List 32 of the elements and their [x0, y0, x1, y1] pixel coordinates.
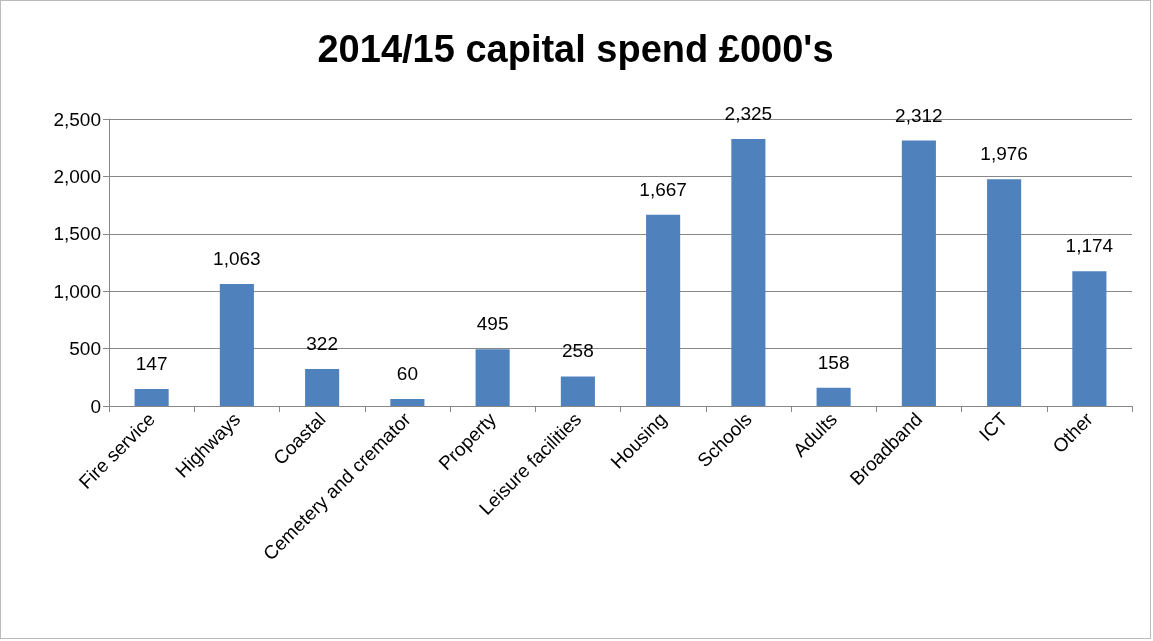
data-label: 322 [306, 333, 338, 355]
bar [134, 389, 169, 406]
bar [390, 399, 425, 406]
bar [475, 349, 510, 406]
data-label: 495 [476, 313, 509, 335]
y-tick-label: 0 [90, 395, 101, 417]
data-label: 1,667 [639, 178, 687, 200]
bar [901, 140, 936, 406]
y-tick-label: 2,000 [53, 165, 101, 187]
x-tick-label: ICT [975, 408, 1012, 446]
data-label: 2,325 [724, 103, 773, 125]
bar [560, 376, 595, 406]
data-label: 258 [562, 340, 594, 362]
data-label: 1,976 [980, 143, 1028, 165]
bar [1072, 271, 1107, 406]
data-label: 60 [396, 363, 418, 385]
bar [219, 283, 254, 406]
y-tick-label: 1,000 [53, 280, 101, 302]
y-tick-label: 2,500 [53, 108, 101, 130]
data-label: 1,063 [213, 247, 261, 269]
chart-title: 2014/15 capital spend £000's [317, 28, 834, 70]
bar [305, 369, 340, 406]
bar [816, 387, 851, 406]
bar [646, 214, 681, 406]
y-tick-label: 500 [69, 338, 101, 360]
data-label: 147 [135, 353, 168, 375]
data-label: 158 [817, 351, 850, 373]
y-tick-label: 1,500 [53, 223, 101, 245]
bar [987, 179, 1022, 406]
data-label: 2,312 [895, 104, 943, 126]
bar [731, 139, 766, 406]
data-label: 1,174 [1065, 235, 1114, 257]
